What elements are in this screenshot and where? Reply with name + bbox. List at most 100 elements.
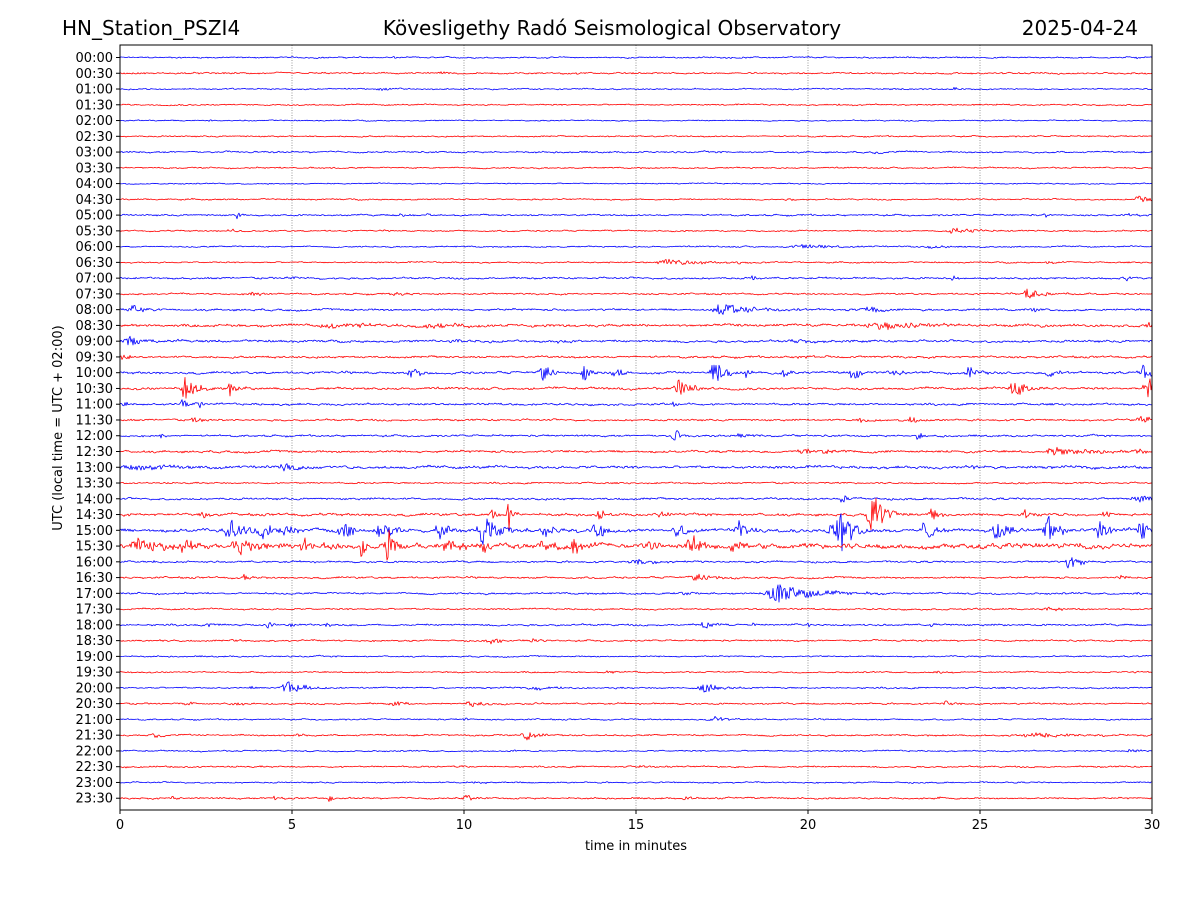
x-axis-label: time in minutes — [585, 839, 687, 854]
chart-date: 2025-04-24 — [1021, 16, 1138, 40]
trace-2300 — [119, 781, 1153, 784]
y-tick-label: 06:30 — [76, 256, 113, 271]
y-tick-label: 18:30 — [76, 634, 113, 649]
trace-0600 — [119, 244, 1153, 249]
trace-1200 — [119, 430, 1153, 441]
trace-1300 — [119, 463, 1153, 472]
y-tick-label: 23:00 — [76, 776, 113, 791]
trace-0830 — [119, 321, 1153, 331]
trace-0530 — [119, 227, 1153, 234]
trace-0100 — [119, 86, 1153, 91]
y-tick-label: 22:30 — [76, 760, 113, 775]
y-axis-ticks: 00:0000:3001:0001:3002:0002:3003:0003:30… — [76, 51, 120, 807]
trace-1400 — [119, 495, 1153, 503]
vertical-grid — [291, 45, 981, 810]
y-tick-label: 01:30 — [76, 98, 113, 113]
trace-0700 — [119, 275, 1153, 282]
y-tick-label: 16:30 — [76, 571, 113, 586]
y-tick-label: 22:00 — [76, 744, 113, 759]
y-tick-label: 12:00 — [76, 429, 113, 444]
y-tick-label: 19:00 — [76, 650, 113, 665]
y-tick-label: 20:00 — [76, 681, 113, 696]
trace-1500 — [119, 513, 1153, 552]
trace-2100 — [119, 716, 1153, 721]
y-tick-label: 03:30 — [76, 161, 113, 176]
y-tick-label: 08:00 — [76, 303, 113, 318]
trace-1700 — [119, 584, 1153, 603]
trace-1100 — [119, 399, 1153, 409]
y-tick-label: 14:00 — [76, 492, 113, 507]
trace-0000 — [119, 56, 1153, 60]
station-name: HN_Station_PSZI4 — [62, 16, 241, 40]
y-tick-label: 14:30 — [76, 508, 113, 523]
x-tick-label: 5 — [288, 818, 296, 833]
x-axis-ticks: 0 5 10 15 20 25 30 — [116, 810, 1160, 833]
y-tick-label: 13:30 — [76, 477, 113, 492]
y-tick-label: 04:00 — [76, 177, 113, 192]
y-tick-label: 15:00 — [76, 524, 113, 539]
y-tick-label: 09:30 — [76, 350, 113, 365]
y-tick-label: 01:00 — [76, 83, 113, 98]
y-tick-label: 23:30 — [76, 792, 113, 807]
chart-title: Kövesligethy Radó Seismological Observat… — [382, 16, 842, 40]
trace-0930 — [119, 354, 1153, 360]
trace-2200 — [119, 749, 1153, 753]
trace-0130 — [119, 103, 1153, 107]
trace-1600 — [119, 557, 1153, 569]
y-tick-label: 06:00 — [76, 240, 113, 255]
y-tick-label: 21:00 — [76, 713, 113, 728]
plot-frame — [119, 44, 1153, 811]
y-tick-label: 00:00 — [76, 51, 113, 66]
y-tick-label: 16:00 — [76, 555, 113, 570]
trace-0200 — [119, 119, 1153, 122]
y-tick-label: 02:00 — [76, 114, 113, 129]
trace-1130 — [119, 415, 1153, 423]
x-tick-label: 0 — [116, 818, 124, 833]
x-tick-label: 10 — [456, 818, 473, 833]
trace-1730 — [119, 606, 1153, 612]
x-tick-label: 30 — [1144, 818, 1161, 833]
trace-0430 — [119, 195, 1153, 203]
trace-1330 — [119, 481, 1153, 485]
trace-1630 — [119, 573, 1153, 581]
trace-0230 — [119, 134, 1153, 138]
y-tick-label: 13:00 — [76, 461, 113, 476]
trace-1000 — [119, 364, 1153, 382]
y-tick-label: 07:00 — [76, 272, 113, 287]
y-tick-label: 04:30 — [76, 193, 113, 208]
trace-2330 — [119, 794, 1153, 802]
trace-1830 — [119, 638, 1152, 645]
y-tick-label: 10:00 — [76, 366, 113, 381]
y-tick-label: 17:00 — [76, 587, 113, 602]
y-tick-label: 17:30 — [76, 603, 113, 618]
y-tick-label: 05:30 — [76, 224, 113, 239]
trace-0900 — [119, 335, 1153, 346]
y-tick-label: 07:30 — [76, 287, 113, 302]
trace-2000 — [119, 681, 1153, 693]
trace-2230 — [119, 765, 1153, 769]
trace-1800 — [119, 621, 1153, 629]
y-tick-label: 08:30 — [76, 319, 113, 334]
trace-0800 — [119, 304, 1152, 315]
trace-0030 — [119, 71, 1153, 75]
trace-1530 — [119, 529, 1153, 561]
trace-2130 — [119, 732, 1153, 741]
trace-0300 — [119, 150, 1153, 155]
trace-2030 — [119, 700, 1153, 708]
y-tick-label: 15:30 — [76, 540, 113, 555]
y-tick-label: 11:30 — [76, 413, 113, 428]
y-tick-label: 20:30 — [76, 697, 113, 712]
y-tick-label: 09:00 — [76, 335, 113, 350]
trace-0730 — [119, 288, 1153, 299]
trace-1030 — [119, 377, 1153, 399]
y-axis-label: UTC (local time = UTC + 02:00) — [51, 325, 66, 530]
y-tick-label: 00:30 — [76, 67, 113, 82]
trace-1930 — [119, 670, 1153, 674]
y-tick-label: 11:00 — [76, 398, 113, 413]
y-tick-label: 10:30 — [76, 382, 113, 397]
y-tick-label: 12:30 — [76, 445, 113, 460]
y-tick-label: 19:30 — [76, 666, 113, 681]
trace-1430 — [119, 497, 1153, 531]
trace-0500 — [119, 212, 1153, 220]
